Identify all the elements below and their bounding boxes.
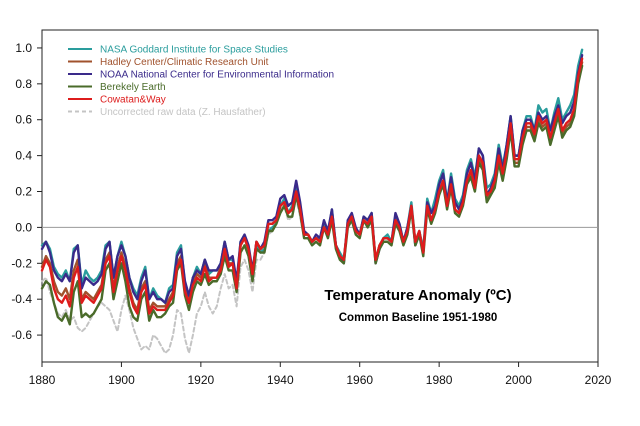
y-tick-label: 0.4: [15, 149, 32, 163]
y-tick-label: 1.0: [15, 41, 32, 55]
chart-subtitle: Common Baseline 1951-1980: [339, 312, 498, 324]
x-tick-label: 1980: [426, 373, 453, 387]
x-axis: 1880 1900 1920 1940 1960 1980 2000 2020: [29, 362, 612, 387]
legend-label: NOAA National Center for Environmental I…: [100, 70, 334, 81]
y-tick-label: 0.0: [15, 220, 32, 234]
legend: NASA Goddard Institute for Space Studies…: [68, 45, 334, 118]
legend-label: Cowatan&Way: [100, 95, 166, 106]
y-axis: -0.6 -0.4 -0.2 0.0 0.2 0.4 0.6 0.8 1.0: [11, 41, 42, 342]
legend-label: Uncorrected raw data (Z. Hausfather): [100, 107, 266, 118]
x-tick-label: 1960: [346, 373, 373, 387]
legend-label: Hadley Center/Climatic Research Unit: [100, 57, 269, 68]
x-tick-label: 1940: [267, 373, 294, 387]
y-tick-label: 0.6: [15, 113, 32, 127]
plot-frame: [41, 29, 599, 363]
y-tick-label: -0.6: [11, 328, 32, 342]
chart-title: Temperature Anomaly (ºC): [324, 287, 511, 304]
series-line-3: [40, 64, 584, 326]
x-tick-label: 2000: [505, 373, 532, 387]
x-tick-label: 1900: [108, 373, 135, 387]
x-tick-label: 2020: [585, 373, 612, 387]
x-tick-label: 1880: [29, 373, 56, 387]
legend-label: NASA Goddard Institute for Space Studies: [100, 45, 288, 56]
y-tick-label: 0.2: [15, 185, 32, 199]
x-tick-label: 1920: [188, 373, 215, 387]
series-layer: [40, 48, 584, 355]
y-tick-label: -0.2: [11, 256, 32, 270]
series-line-4: [40, 57, 584, 315]
legend-label: Berekely Earth: [100, 82, 166, 93]
y-tick-label: 0.8: [15, 77, 32, 91]
y-tick-label: -0.4: [11, 292, 32, 306]
